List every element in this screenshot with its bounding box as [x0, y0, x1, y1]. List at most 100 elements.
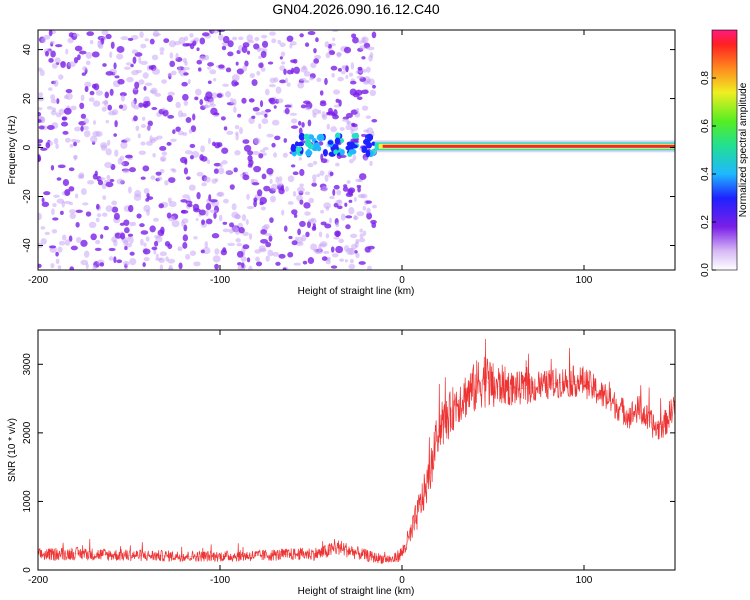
spectrogram-noise-mark [336, 189, 342, 196]
spectrogram-noise-mark [51, 62, 58, 69]
spectrogram-noise-mark [266, 133, 274, 138]
spectrogram-noise-mark [155, 253, 159, 259]
spectrogram-noise-mark [183, 72, 189, 76]
spectrogram-noise-mark [372, 204, 377, 209]
spectrogram-noise-mark [85, 60, 91, 66]
spectrogram-noise-mark [319, 90, 324, 96]
spectrogram-noise-mark [246, 34, 254, 42]
spectrogram-noise-mark [181, 209, 186, 214]
spectrogram-noise-mark [68, 61, 76, 68]
spectrogram-noise-mark [56, 98, 60, 105]
spectrogram-noise-mark [187, 78, 191, 85]
spectrogram-noise-mark [75, 209, 83, 214]
spectrogram-noise-mark [360, 89, 369, 95]
spectrogram-noise-mark [159, 51, 164, 55]
spectrogram-noise-mark [183, 167, 189, 175]
spectrogram-noise-mark [91, 51, 100, 58]
spectrogram-noise-mark [237, 113, 242, 118]
spectrogram-noise-mark [193, 261, 201, 267]
spectrogram-noise-mark [287, 201, 294, 205]
spectrogram-noise-mark [333, 236, 340, 240]
spectrogram-noise-mark [214, 263, 219, 270]
spectrogram-noise-mark [127, 186, 132, 194]
spectrogram-noise-mark [111, 206, 119, 213]
spectrogram-noise-mark [258, 245, 266, 252]
spectrogram-noise-mark [119, 232, 126, 240]
spectrogram-noise-mark [299, 199, 304, 205]
spectrogram-noise-mark [357, 66, 363, 71]
spectrogram-noise-mark [102, 195, 107, 200]
spectrogram-noise-mark [138, 150, 147, 155]
spectrogram-noise-mark [194, 96, 199, 101]
spectrogram-noise-mark [362, 205, 367, 211]
spectrogram-noise-mark [227, 242, 236, 247]
spectrogram-noise-mark [40, 238, 47, 245]
spectrogram-noise-mark [80, 188, 87, 195]
spectrogram-noise-mark [90, 135, 98, 143]
spectrogram-noise-mark [269, 217, 274, 223]
spectrogram-noise-mark [143, 86, 147, 91]
spectrogram-noise-mark [71, 138, 77, 143]
spectrogram-noise-mark [83, 250, 90, 258]
spectrogram-noise-mark [225, 170, 233, 175]
spectrogram-noise-mark [330, 246, 335, 253]
spectrogram-noise-mark [211, 178, 218, 184]
spectrogram-noise-mark [38, 212, 42, 221]
spectrogram-noise-mark [140, 141, 146, 146]
spectrogram-noise-mark [269, 77, 276, 84]
spectrogram-noise-mark [128, 204, 134, 213]
spectrogram-noise-mark [268, 84, 276, 88]
spectrogram-noise-mark [260, 206, 266, 211]
spectrogram-noise-mark [293, 58, 298, 64]
spectrogram-noise-mark [58, 74, 64, 80]
spectrogram-noise-mark [221, 147, 229, 154]
spectrogram-noise-mark [144, 82, 153, 87]
spectrogram-tone-mark [348, 148, 357, 155]
spectrogram-noise-mark [340, 70, 346, 75]
spectrogram-noise-mark [335, 222, 340, 228]
spectrogram-noise-mark [358, 40, 364, 44]
spectrogram-noise-mark [372, 84, 376, 89]
spectrogram-noise-mark [108, 247, 116, 252]
spectrogram-noise-mark [302, 65, 307, 71]
spectrogram-noise-mark [251, 182, 260, 186]
spectrogram-ylabel: Frequency (Hz) [7, 116, 18, 185]
spectrogram-noise-mark [120, 141, 128, 149]
spectrogram-noise-mark [333, 184, 340, 190]
spectrogram-noise-mark [331, 72, 335, 78]
spectrogram-noise-mark [324, 41, 330, 48]
spectrogram-noise-mark [124, 137, 131, 142]
spectrogram-noise-mark [135, 69, 143, 74]
spectrogram-noise-mark [289, 112, 298, 116]
spectrogram-noise-mark [38, 92, 44, 97]
spectrogram-noise-mark [271, 142, 276, 148]
spectrogram-noise-mark [168, 177, 176, 183]
spectrogram-noise-mark [230, 97, 234, 105]
spectrogram-noise-mark [182, 194, 190, 199]
spectrogram-noise-mark [68, 235, 73, 242]
spectrogram-noise-mark [233, 167, 238, 173]
spectrogram-noise-mark [105, 120, 110, 124]
spectrogram-noise-mark [60, 210, 64, 215]
spectrogram-noise-mark [302, 100, 311, 105]
spectrogram-noise-mark [185, 176, 191, 180]
spectrogram-noise-mark [149, 89, 157, 94]
spectrogram-noise-mark [332, 188, 336, 196]
spectrogram-noise-mark [291, 118, 298, 124]
spectrogram-noise-mark [223, 126, 228, 131]
spectrogram-noise-mark [126, 242, 133, 248]
spectrogram-noise-mark [77, 174, 82, 179]
colorbar-tick-label: 0.0 [700, 263, 711, 277]
spectrogram-noise-mark [254, 249, 262, 254]
spectrogram-noise-mark [307, 119, 312, 127]
spectrogram-noise-mark [143, 188, 150, 195]
spectrogram-noise-mark [82, 66, 88, 71]
spectrogram-noise-mark [356, 75, 364, 79]
spectrogram-noise-mark [152, 137, 159, 142]
spectrogram-noise-mark [83, 117, 90, 124]
spectrogram-noise-mark [350, 80, 357, 85]
spectrogram-noise-mark [246, 50, 251, 55]
spectrogram-noise-mark [153, 248, 157, 255]
